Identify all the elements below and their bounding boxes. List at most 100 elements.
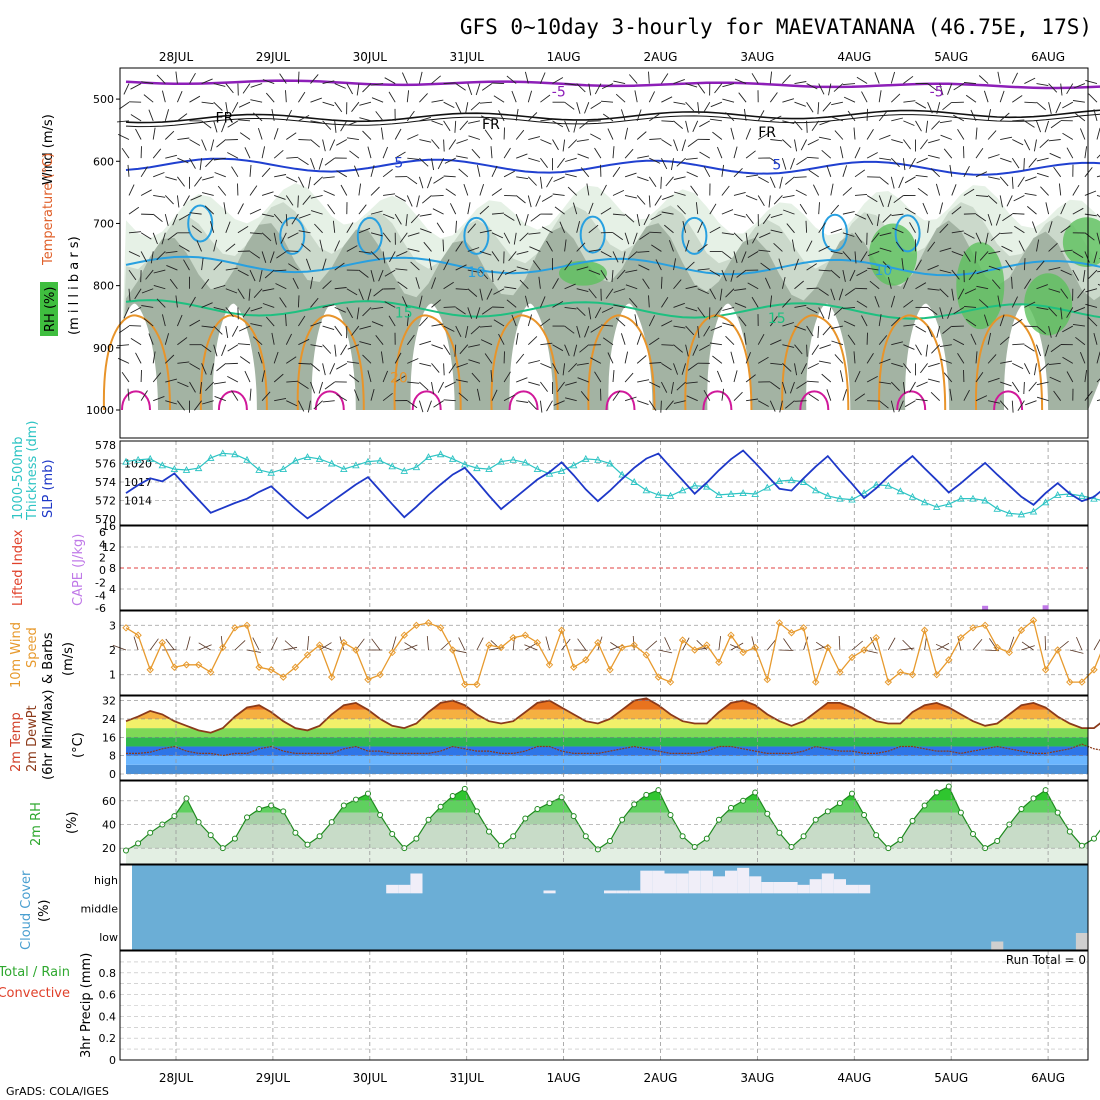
wind-barb bbox=[580, 391, 590, 401]
wind-barb bbox=[1097, 270, 1100, 273]
wind-barb bbox=[528, 136, 541, 140]
wind-barb bbox=[1024, 278, 1032, 289]
wind-barb bbox=[199, 381, 203, 394]
wind-barb bbox=[407, 358, 419, 364]
wind-barb bbox=[459, 120, 469, 131]
wind-barb bbox=[721, 164, 725, 177]
rh2m-marker bbox=[207, 832, 214, 839]
isotherm-25-line bbox=[411, 390, 442, 411]
wind-barb bbox=[470, 325, 481, 335]
wind-barb bbox=[665, 400, 674, 411]
wind-barb bbox=[616, 269, 626, 280]
wind-barb bbox=[458, 168, 469, 178]
wind-barb bbox=[481, 307, 493, 315]
wind-barb bbox=[552, 301, 564, 308]
wind-barb bbox=[1000, 381, 1012, 387]
wind-barb bbox=[140, 189, 152, 196]
wind10-marker bbox=[1017, 626, 1026, 634]
wind-barb bbox=[1012, 362, 1024, 370]
date-label-bottom: 2AUG bbox=[644, 1071, 678, 1085]
thickness-marker bbox=[158, 461, 167, 469]
wind-barb bbox=[648, 91, 656, 103]
wind-barb bbox=[152, 351, 156, 364]
date-label-bottom: 6AUG bbox=[1031, 1071, 1065, 1085]
wind-barb bbox=[1000, 360, 1013, 364]
wind-barb bbox=[722, 322, 735, 327]
wind-barb bbox=[685, 285, 698, 290]
thickness-marker bbox=[1053, 491, 1062, 498]
wind-barb bbox=[431, 99, 444, 103]
boundary-layer-gap bbox=[707, 303, 752, 410]
wind-barb bbox=[401, 296, 408, 308]
wind-barb bbox=[322, 139, 326, 152]
wind-barb bbox=[794, 304, 807, 308]
wind-barb bbox=[367, 146, 372, 159]
isotherm-20-line bbox=[878, 314, 947, 411]
wind-barb bbox=[999, 112, 1010, 122]
wind-barb bbox=[1062, 101, 1074, 109]
wind-barb bbox=[661, 320, 673, 327]
wind-barb bbox=[947, 83, 953, 95]
wind10-barb bbox=[458, 637, 466, 651]
wind-barb bbox=[437, 157, 445, 170]
wind-barb bbox=[490, 146, 493, 159]
wind10-marker bbox=[787, 629, 796, 637]
wind-barb bbox=[594, 147, 602, 159]
wind-barb bbox=[847, 334, 856, 345]
wind-barb bbox=[334, 306, 346, 313]
wind-barb bbox=[535, 195, 541, 207]
isotherm-minus5-line bbox=[125, 79, 1100, 90]
wind-barb bbox=[273, 213, 283, 224]
wind-barb bbox=[397, 281, 408, 290]
wind-barb bbox=[1075, 336, 1086, 346]
wind-barb bbox=[538, 276, 541, 289]
wind-barb bbox=[874, 296, 880, 308]
wind-barb bbox=[455, 288, 468, 291]
wind-barb bbox=[1014, 225, 1025, 234]
wind-barb bbox=[915, 325, 927, 333]
wind-barb bbox=[600, 251, 612, 258]
wind-barb bbox=[796, 157, 807, 166]
wind-barb bbox=[252, 336, 263, 346]
wind-barb bbox=[426, 400, 432, 413]
thickness-marker bbox=[799, 478, 808, 485]
wind-barb bbox=[407, 134, 419, 140]
wind-barb bbox=[806, 380, 819, 383]
wind-barb bbox=[685, 83, 698, 88]
wind-barb bbox=[564, 83, 577, 86]
wind-barb bbox=[351, 101, 360, 112]
wind-barb bbox=[285, 109, 293, 122]
wind-barb bbox=[770, 139, 783, 142]
wind-barb bbox=[553, 176, 565, 182]
wind-barb bbox=[225, 102, 229, 115]
date-label-top: 4AUG bbox=[837, 50, 871, 64]
wind10-barb bbox=[404, 642, 417, 651]
wind-barb bbox=[903, 139, 911, 150]
wind10-barb bbox=[803, 636, 809, 651]
cloud-cover-fill bbox=[132, 865, 1088, 950]
wind-barb bbox=[358, 183, 362, 196]
wind-barb bbox=[1011, 72, 1019, 84]
rh2m-marker bbox=[812, 816, 819, 823]
wind-barb bbox=[336, 394, 348, 402]
wind-barb bbox=[612, 232, 624, 241]
wind-barb bbox=[661, 139, 672, 147]
wind-barb bbox=[1093, 251, 1098, 264]
wind-barb bbox=[249, 232, 263, 235]
wind-barb bbox=[239, 132, 251, 140]
wind-barb bbox=[528, 381, 540, 386]
wind-barb bbox=[1066, 307, 1074, 318]
rh2m-marker bbox=[715, 816, 722, 823]
wind-barb bbox=[1096, 399, 1100, 402]
wind10-marker bbox=[158, 638, 167, 647]
upper-air-panel bbox=[102, 71, 1100, 413]
upper-y-tick: 900 bbox=[93, 342, 114, 355]
wind-barb bbox=[624, 396, 637, 402]
wind-barb bbox=[745, 213, 754, 224]
wind-barb bbox=[484, 353, 493, 364]
wind-barb bbox=[528, 232, 541, 235]
wind-barb bbox=[152, 148, 162, 159]
wind10-marker bbox=[231, 624, 239, 632]
wind-barb bbox=[781, 158, 787, 170]
wind-barb bbox=[648, 400, 657, 411]
